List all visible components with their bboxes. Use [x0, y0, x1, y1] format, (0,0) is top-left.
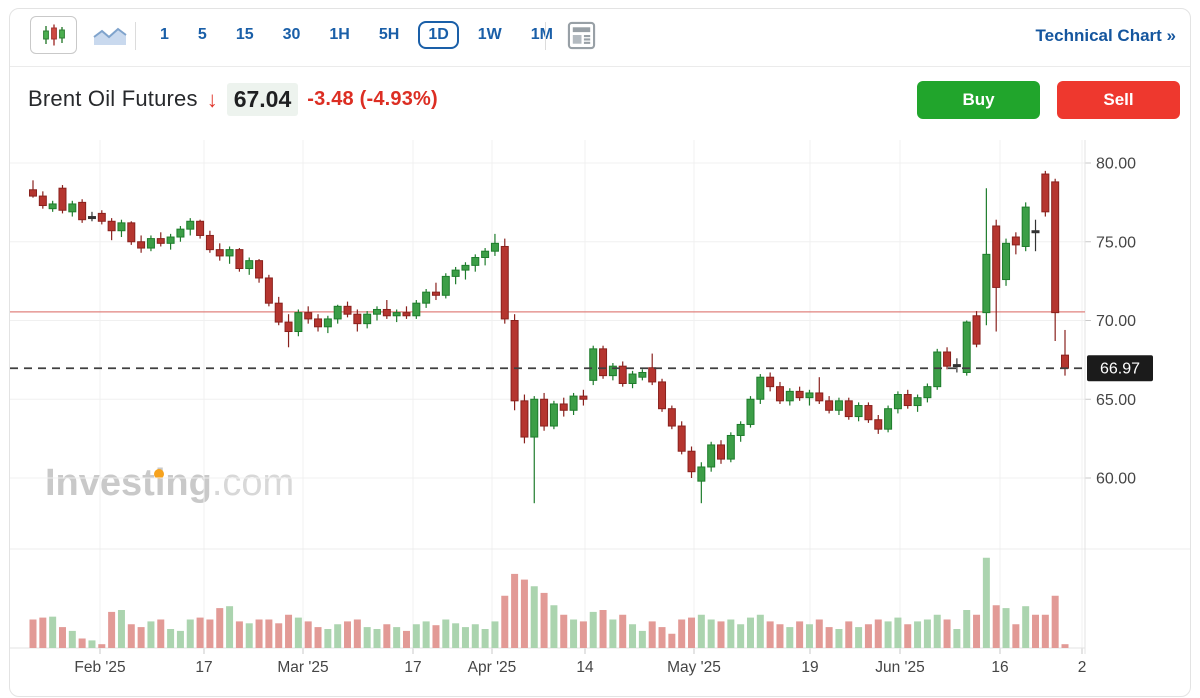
instrument-title: Brent Oil Futures: [28, 86, 198, 111]
news-button[interactable]: [560, 16, 602, 54]
timeframe-30[interactable]: 30: [273, 21, 311, 49]
timeframe-15[interactable]: 15: [226, 21, 264, 49]
price-change-value: -3.48 (-4.93%): [307, 87, 438, 110]
sell-button[interactable]: Sell: [1057, 81, 1180, 119]
timeframe-1h[interactable]: 1H: [319, 21, 359, 49]
price-axis-scale[interactable]: [1085, 140, 1195, 648]
watermark-orange-dot-icon: [154, 469, 164, 479]
timeframe-1w[interactable]: 1W: [468, 21, 512, 49]
toolbar-divider: [135, 22, 136, 50]
trade-buttons: Buy Sell: [917, 81, 1180, 119]
technical-chart-link[interactable]: Technical Chart »: [1035, 26, 1176, 45]
watermark-brand: Investing: [45, 462, 212, 504]
candlestick-icon: [42, 24, 65, 46]
timeframe-1d[interactable]: 1D: [418, 21, 459, 49]
watermark-suffix: .com: [212, 462, 294, 504]
toolbar-divider-line: [10, 66, 1190, 67]
last-price-value: 67.04: [226, 82, 299, 116]
area-chart-type-button[interactable]: [88, 22, 132, 50]
area-chart-icon: [93, 27, 127, 45]
timeframe-group: 1 5 15 30 1H 5H 1D 1W 1M: [150, 19, 563, 51]
timeframe-1[interactable]: 1: [150, 21, 179, 49]
buy-button[interactable]: Buy: [917, 81, 1040, 119]
news-icon: [567, 21, 595, 49]
time-axis-scale[interactable]: [10, 648, 1085, 682]
price-down-arrow-icon: ↓: [206, 87, 218, 112]
chart-plot-area[interactable]: [10, 140, 1085, 648]
timeframe-5[interactable]: 5: [188, 21, 217, 49]
timeframe-1m[interactable]: 1M: [521, 21, 563, 49]
toolbar-divider: [545, 22, 546, 50]
investing-watermark: Investing.com: [45, 462, 294, 505]
candlestick-chart-type-button[interactable]: [30, 16, 77, 54]
timeframe-5h[interactable]: 5H: [369, 21, 409, 49]
instrument-header: Brent Oil Futures ↓ 67.04 -3.48 (-4.93%): [28, 78, 438, 120]
